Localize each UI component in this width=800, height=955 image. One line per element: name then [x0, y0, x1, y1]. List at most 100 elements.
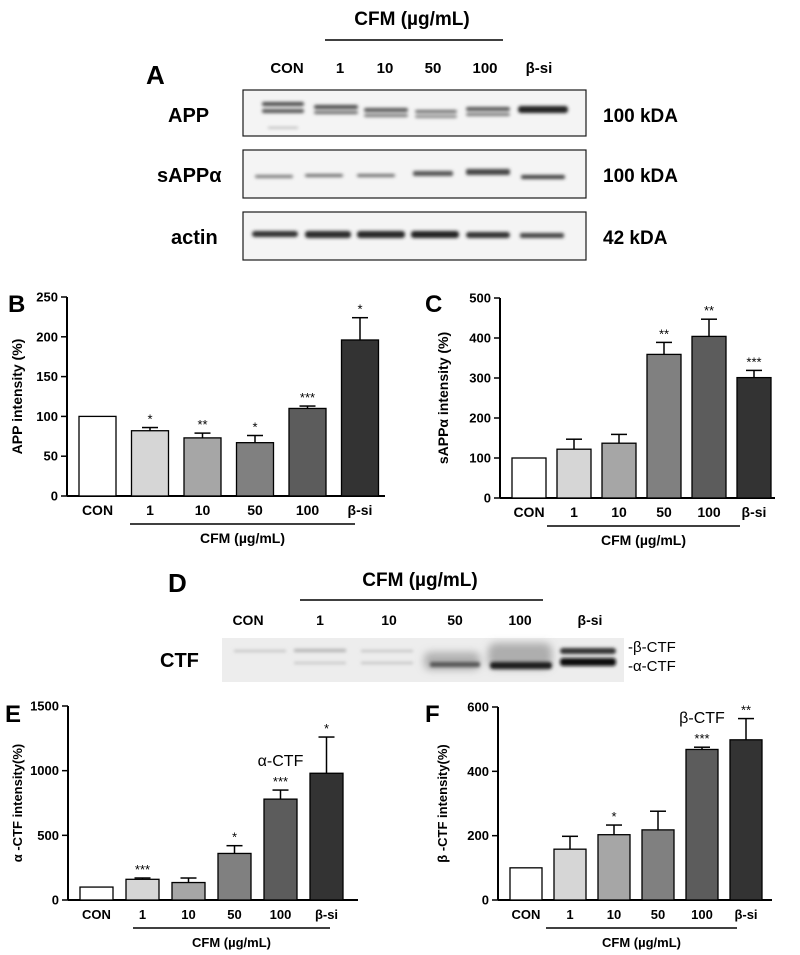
significance-label: *** [746, 354, 761, 369]
significance-label: * [324, 721, 329, 736]
y-axis-label: sAPPα intensity (%) [435, 332, 451, 464]
bar [217, 852, 252, 901]
x-tick-label: CON [512, 907, 541, 922]
x-tick-label: 10 [607, 907, 621, 922]
bar [79, 886, 114, 901]
x-axis-label: CFM (µg/mL) [192, 935, 271, 950]
chart-panel-e: E 0 500 1000 1500 α -CTF intensity(%) CON *** 1 1… [5, 699, 358, 950]
bar [641, 829, 675, 901]
panel-d: D CFM (µg/mL) CON 1 10 50 100 β-si CTF [160, 568, 676, 682]
chart-panel-c: C 0 100 200 300 400 500 sAPPα intensity (%) CON 1… [425, 291, 775, 548]
significance-label: * [147, 412, 152, 427]
band-label-beta-ctf: -β-CTF [628, 639, 676, 656]
y-tick-label: 200 [36, 329, 58, 344]
chart-annotation: α-CTF [258, 753, 304, 770]
blot-label-actin: actin [171, 227, 218, 249]
y-tick-label: 250 [36, 290, 58, 305]
x-tick-label: 50 [247, 502, 263, 518]
bar [130, 430, 170, 497]
bar [646, 353, 682, 499]
x-axis-label: CFM (µg/mL) [200, 530, 285, 546]
blot-size-app: 100 kDA [603, 106, 678, 127]
bar [736, 376, 772, 499]
bar [597, 834, 631, 901]
y-tick-label: 1000 [30, 763, 59, 778]
band-label-alpha-ctf: -α-CTF [628, 658, 676, 675]
blot-label-sappa: sAPPα [157, 165, 222, 187]
lane-label: β-si [578, 612, 603, 628]
blot-size-actin: 42 kDA [603, 228, 668, 249]
y-tick-label: 100 [36, 409, 58, 424]
x-tick-label: 100 [296, 502, 320, 518]
bar [601, 442, 637, 499]
lane-label: β-si [526, 60, 553, 77]
bar [309, 772, 344, 901]
blot-app [242, 89, 587, 137]
lane-label: 1 [316, 612, 324, 628]
x-tick-label: 50 [656, 504, 672, 520]
y-tick-label: 100 [469, 451, 491, 466]
blot-sappa [242, 149, 587, 199]
significance-label: *** [694, 731, 709, 746]
lane-label: CON [270, 60, 303, 77]
x-tick-label: β-si [348, 502, 373, 518]
x-tick-label: CON [82, 502, 113, 518]
x-tick-label: 100 [697, 504, 721, 520]
bar [340, 339, 380, 497]
x-tick-label: 1 [570, 504, 578, 520]
bar [556, 448, 592, 499]
x-tick-label: 50 [227, 907, 241, 922]
panel-a-lane-labels: CON 1 10 50 100 β-si [270, 60, 552, 77]
panel-a-treatment-label: CFM (µg/mL) [354, 9, 469, 30]
significance-label: * [357, 302, 362, 317]
chart-panel-f: F 0 200 400 600 β -CTF intensity(%) CON 1 * 10 50 *… [425, 700, 772, 950]
significance-label: * [252, 420, 257, 435]
bar [553, 848, 587, 901]
y-tick-label: 200 [469, 411, 491, 426]
lane-label: 50 [447, 612, 463, 628]
y-tick-label: 0 [52, 893, 59, 908]
panel-letter: E [5, 701, 21, 728]
panel-letter: C [425, 291, 442, 318]
blot-label-ctf: CTF [160, 650, 199, 672]
panel-d-treatment-label: CFM (µg/mL) [362, 570, 477, 591]
y-tick-label: 300 [469, 371, 491, 386]
panel-letter: B [8, 291, 25, 318]
lane-label: 50 [425, 60, 442, 77]
lane-label: 1 [336, 60, 344, 77]
x-tick-label: 1 [146, 502, 154, 518]
blot-size-sappa: 100 kDA [603, 166, 678, 187]
x-tick-label: CON [82, 907, 111, 922]
panel-letter: F [425, 701, 440, 728]
y-tick-label: 600 [467, 700, 489, 715]
x-axis-label: CFM (µg/mL) [602, 935, 681, 950]
y-tick-label: 400 [467, 764, 489, 779]
x-axis-label: CFM (µg/mL) [601, 532, 686, 548]
significance-label: ** [741, 703, 751, 718]
significance-label: *** [135, 862, 150, 877]
x-tick-label: 1 [566, 907, 573, 922]
significance-label: *** [273, 774, 288, 789]
significance-label: ** [197, 417, 207, 432]
x-tick-label: β-si [315, 907, 338, 922]
x-tick-label: 100 [270, 907, 292, 922]
blot-label-app: APP [168, 105, 209, 127]
y-tick-label: 50 [44, 449, 58, 464]
lane-label: 100 [508, 612, 532, 628]
y-axis-label: α -CTF intensity(%) [10, 744, 25, 863]
bar [511, 457, 547, 499]
bar [509, 867, 543, 901]
panel-d-letter: D [168, 568, 187, 598]
bar [729, 739, 763, 901]
bar [263, 798, 298, 901]
y-tick-label: 0 [484, 491, 491, 506]
significance-label: * [611, 809, 616, 824]
lane-label: CON [232, 612, 263, 628]
chart-annotation: β-CTF [679, 710, 725, 727]
lane-label: 10 [377, 60, 394, 77]
x-tick-label: 100 [691, 907, 713, 922]
bar [183, 437, 222, 497]
significance-label: * [232, 830, 237, 845]
